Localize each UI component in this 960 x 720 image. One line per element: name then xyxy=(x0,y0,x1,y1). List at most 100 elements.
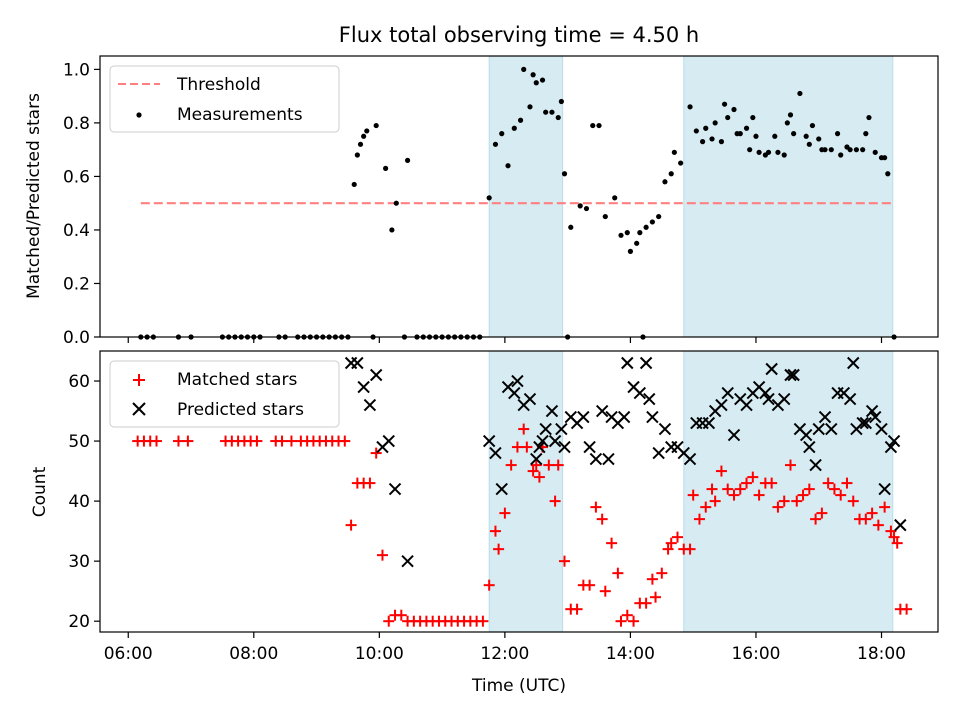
predicted-star-marker xyxy=(825,422,838,436)
measurement-point xyxy=(627,248,634,254)
shaded-region xyxy=(683,350,894,633)
matched-star-marker xyxy=(828,483,840,495)
measurement-point xyxy=(828,147,834,153)
bottom-y-tick-label: 20 xyxy=(68,612,90,632)
matched-star-marker xyxy=(662,543,674,555)
bottom-panel: 20 30 40 50 60 06:00 08:00 10:00 12:00 14:00 16:0… xyxy=(30,350,939,696)
measurement-point xyxy=(649,219,655,225)
measurement-point xyxy=(703,125,709,131)
top-y-tick-label: 0.8 xyxy=(63,114,90,134)
measurement-point xyxy=(527,104,533,110)
measurement-point xyxy=(784,120,790,126)
matched-star-marker xyxy=(285,435,297,447)
matched-star-marker xyxy=(728,489,740,501)
measurement-point xyxy=(775,149,781,155)
predicted-star-marker xyxy=(727,428,741,442)
predicted-star-marker xyxy=(639,356,653,370)
measurement-point xyxy=(678,160,684,166)
predicted-star-marker xyxy=(721,386,734,400)
predicted-star-marker xyxy=(536,434,549,448)
measurement-point xyxy=(357,141,364,147)
predicted-star-marker xyxy=(369,368,383,382)
matched-star-marker xyxy=(753,489,765,501)
predicted-star-marker xyxy=(530,452,543,466)
measurement-point xyxy=(853,147,859,153)
predicted-star-marker xyxy=(878,482,891,496)
predicted-star-marker xyxy=(583,440,596,454)
matched-star-marker xyxy=(891,537,903,549)
predicted-star-marker xyxy=(401,554,414,568)
matched-star-marker xyxy=(182,435,194,447)
shaded-region xyxy=(683,55,894,338)
predicted-star-marker xyxy=(621,356,634,370)
matched-star-marker xyxy=(477,615,489,627)
matched-star-marker xyxy=(533,471,545,483)
measurement-point xyxy=(596,122,602,129)
measurement-point xyxy=(834,131,841,137)
top-y-ticks: 0.0 0.2 0.4 0.6 0.8 1.0 xyxy=(63,60,100,348)
matched-star-marker xyxy=(518,423,530,435)
measurement-point xyxy=(555,114,561,121)
measurement-point xyxy=(753,133,759,139)
matched-star-marker xyxy=(596,513,608,525)
matched-star-marker xyxy=(559,555,571,567)
matched-star-marker xyxy=(650,591,662,603)
matched-star-marker xyxy=(599,585,611,597)
measurement-point xyxy=(747,147,753,153)
measurement-point xyxy=(847,147,853,153)
matched-star-marker xyxy=(810,513,822,525)
matched-star-marker xyxy=(339,435,351,447)
measurement-point xyxy=(718,139,725,145)
top-shaded-regions xyxy=(488,55,894,338)
measurement-point xyxy=(860,147,866,153)
matched-star-marker xyxy=(665,537,677,549)
bottom-y-ticks: 20 30 40 50 60 xyxy=(68,372,100,632)
shaded-region xyxy=(488,350,564,633)
measurement-point xyxy=(612,195,618,201)
legend-matched-swatch xyxy=(133,374,145,386)
measurement-point xyxy=(583,205,590,212)
matched-star-marker xyxy=(345,519,357,531)
bottom-y-tick-label: 40 xyxy=(68,492,90,512)
matched-star-marker xyxy=(628,615,640,627)
measurement-point xyxy=(700,139,706,145)
predicted-star-marker xyxy=(602,452,615,466)
bottom-y-tick-label: 50 xyxy=(68,432,90,452)
measurement-point xyxy=(543,109,549,115)
matched-star-marker xyxy=(370,447,382,459)
x-tick-label: 06:00 xyxy=(104,644,153,664)
measurement-point xyxy=(373,122,379,129)
matched-star-marker xyxy=(747,471,759,483)
measurement-point xyxy=(725,114,731,121)
top-y-axis-label: Matched/Predicted stars xyxy=(24,93,44,299)
measurement-point xyxy=(354,152,360,158)
bottom-axes-frame xyxy=(99,350,939,633)
measurement-point xyxy=(872,149,878,155)
predicted-star-marker xyxy=(818,410,832,424)
matched-star-marker xyxy=(709,495,721,507)
matched-star-marker xyxy=(549,495,561,507)
bottom-shaded-regions xyxy=(488,350,894,633)
measurement-point xyxy=(765,149,772,155)
predicted-star-marker xyxy=(702,416,716,430)
measurement-point xyxy=(361,133,367,139)
predicted-star-marker xyxy=(856,416,869,430)
top-y-tick-label: 1.0 xyxy=(63,60,90,80)
predicted-star-marker xyxy=(803,440,816,454)
x-axis-label: Time (UTC) xyxy=(471,676,566,696)
matched-star-marker xyxy=(822,477,834,489)
matched-star-marker xyxy=(693,513,705,525)
measurement-point xyxy=(797,90,803,97)
predicted-star-marker xyxy=(643,392,656,406)
measurement-point xyxy=(863,131,869,137)
bottom-y-axis-label: Count xyxy=(30,466,50,517)
matched-star-marker xyxy=(511,441,523,453)
predicted-star-marker xyxy=(869,410,882,424)
top-legend-box xyxy=(109,65,340,133)
matched-star-marker xyxy=(251,435,263,447)
predicted-star-marker xyxy=(787,368,800,382)
legend-measurements-label: Measurements xyxy=(177,105,303,125)
x-tick-label: 10:00 xyxy=(355,644,404,664)
measurement-point xyxy=(693,128,699,134)
matched-star-marker xyxy=(656,567,668,579)
